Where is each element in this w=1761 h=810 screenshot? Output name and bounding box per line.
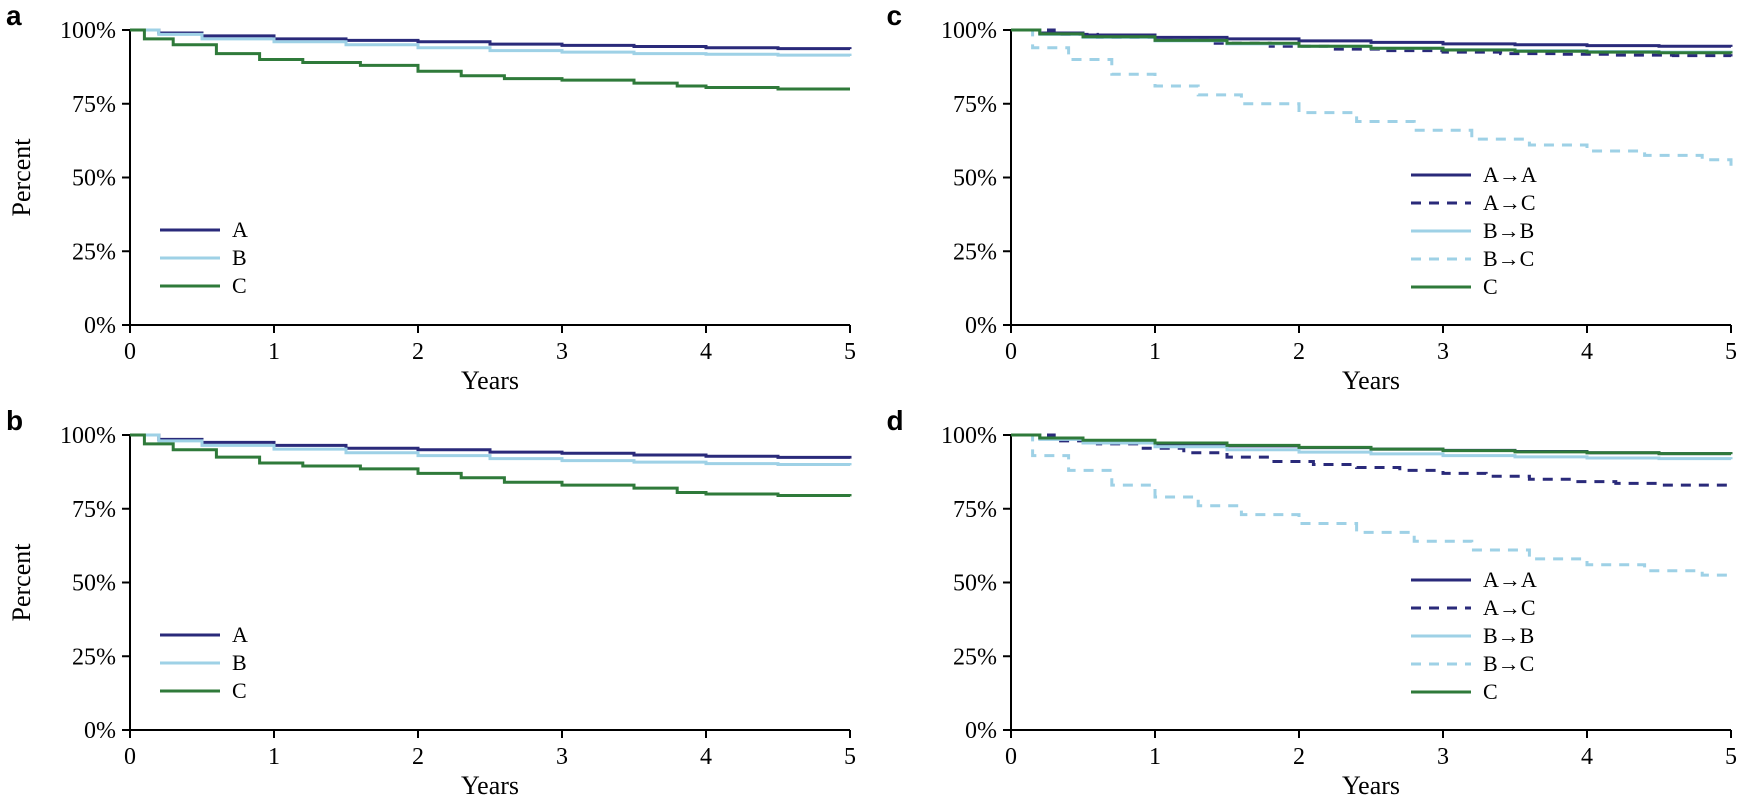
chart-grid: 012345Years0%25%50%75%100%PercentABCa 01… bbox=[0, 0, 1761, 810]
panel-a: 0 1 2 3 4 5 Years 0% 25% 50% 75% 100% Percent ABCa bbox=[0, 0, 881, 405]
legend-label-B_B: B→B bbox=[1483, 218, 1534, 243]
x-tick-label: 2 bbox=[412, 744, 424, 770]
x-tick-label: 5 bbox=[844, 744, 856, 770]
y-tick-label: 100% bbox=[941, 423, 997, 449]
x-tick-label: 4 bbox=[1581, 339, 1593, 365]
x-tick-label: 1 bbox=[268, 339, 280, 365]
x-tick-label: 1 bbox=[1149, 339, 1161, 365]
x-tick-label: 2 bbox=[1293, 339, 1305, 365]
panel-b: 0 1 2 3 4 5 Years 0% 25% 50% 75% 100% Percent ABCb bbox=[0, 405, 881, 810]
x-tick-label: 4 bbox=[1581, 744, 1593, 770]
y-tick-label: 0% bbox=[84, 313, 116, 339]
legend-label-C: C bbox=[1483, 274, 1498, 299]
panel-label-c: c bbox=[887, 0, 903, 32]
legend-label-C: C bbox=[1483, 679, 1498, 704]
y-tick-label: 25% bbox=[72, 239, 116, 265]
legend-label-A: A bbox=[232, 622, 248, 647]
panel-d: 0 1 2 3 4 5 Years 0% 25% 50% 75% 100% A→A A→C B→B B→C Cd bbox=[881, 405, 1761, 810]
x-tick-label: 3 bbox=[556, 744, 568, 770]
legend-label-B: B bbox=[232, 650, 247, 675]
y-tick-label: 0% bbox=[965, 718, 997, 744]
panel-c: 0 1 2 3 4 5 Years 0% 25% 50% 75% 100% A→A A→C B→B B→C Cc bbox=[881, 0, 1761, 405]
x-tick-label: 5 bbox=[1725, 339, 1737, 365]
y-tick-label: 25% bbox=[72, 644, 116, 670]
y-tick-label: 25% bbox=[953, 644, 997, 670]
x-tick-label: 3 bbox=[556, 339, 568, 365]
panel-label-a: a bbox=[6, 0, 22, 32]
y-tick-label: 100% bbox=[60, 423, 116, 449]
x-axis-label: Years bbox=[461, 771, 519, 800]
y-tick-label: 50% bbox=[72, 571, 116, 597]
y-tick-label: 75% bbox=[953, 92, 997, 118]
x-tick-label: 3 bbox=[1437, 339, 1449, 365]
y-tick-label: 100% bbox=[941, 18, 997, 44]
legend-label-B_C: B→C bbox=[1483, 651, 1534, 676]
x-tick-label: 4 bbox=[700, 339, 712, 365]
legend-label-B_B: B→B bbox=[1483, 623, 1534, 648]
x-tick-label: 0 bbox=[124, 339, 136, 365]
x-axis-label: Years bbox=[1341, 771, 1399, 800]
panel-label-b: b bbox=[6, 405, 23, 437]
y-tick-label: 0% bbox=[965, 313, 997, 339]
x-tick-label: 0 bbox=[124, 744, 136, 770]
x-tick-label: 4 bbox=[700, 744, 712, 770]
y-tick-label: 50% bbox=[953, 166, 997, 192]
y-tick-label: 100% bbox=[60, 18, 116, 44]
legend-label-B_C: B→C bbox=[1483, 246, 1534, 271]
legend-label-A_A: A→A bbox=[1483, 162, 1537, 187]
x-tick-label: 2 bbox=[1293, 744, 1305, 770]
x-tick-label: 5 bbox=[1725, 744, 1737, 770]
y-axis-label: Percent bbox=[7, 543, 36, 622]
legend-label-C: C bbox=[232, 678, 247, 703]
x-tick-label: 5 bbox=[844, 339, 856, 365]
legend-label-A_C: A→C bbox=[1483, 595, 1536, 620]
x-tick-label: 0 bbox=[1005, 744, 1017, 770]
legend-label-A_A: A→A bbox=[1483, 567, 1537, 592]
x-axis-label: Years bbox=[461, 366, 519, 395]
x-tick-label: 1 bbox=[1149, 744, 1161, 770]
y-axis-label: Percent bbox=[7, 138, 36, 217]
y-tick-label: 75% bbox=[72, 92, 116, 118]
y-tick-label: 50% bbox=[953, 571, 997, 597]
y-tick-label: 0% bbox=[84, 718, 116, 744]
y-tick-label: 25% bbox=[953, 239, 997, 265]
y-tick-label: 75% bbox=[953, 497, 997, 523]
series-B_C bbox=[1011, 435, 1731, 578]
y-tick-label: 75% bbox=[72, 497, 116, 523]
legend-label-B: B bbox=[232, 245, 247, 270]
legend-label-A: A bbox=[232, 217, 248, 242]
x-tick-label: 3 bbox=[1437, 744, 1449, 770]
x-tick-label: 2 bbox=[412, 339, 424, 365]
x-tick-label: 1 bbox=[268, 744, 280, 770]
panel-label-d: d bbox=[887, 405, 904, 437]
x-tick-label: 0 bbox=[1005, 339, 1017, 365]
legend-label-A_C: A→C bbox=[1483, 190, 1536, 215]
x-axis-label: Years bbox=[1341, 366, 1399, 395]
y-tick-label: 50% bbox=[72, 166, 116, 192]
legend-label-C: C bbox=[232, 273, 247, 298]
